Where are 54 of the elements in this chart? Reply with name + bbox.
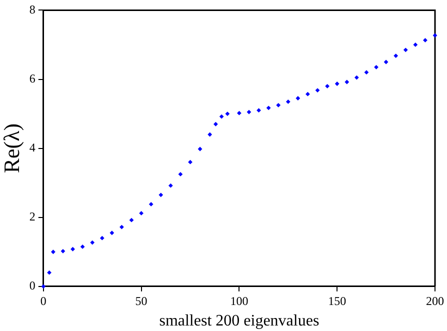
point [129,218,134,222]
point [50,250,56,254]
point [246,110,252,114]
y-tick-label: 0 [29,278,36,293]
point [110,230,114,236]
point [266,106,271,110]
y-tick-label: 4 [29,140,36,154]
point [47,270,52,275]
point [296,96,300,100]
point [315,88,320,92]
y-axis-title: Re(λ) [0,123,24,174]
point [334,82,340,86]
point [90,240,95,245]
point [394,54,398,58]
point [178,172,183,176]
point [168,183,173,188]
point [256,108,261,113]
point [276,102,281,108]
x-tick-label: 150 [328,294,346,308]
point [423,38,428,42]
point [41,284,46,289]
point [70,246,75,252]
point [354,75,359,80]
point [403,48,408,52]
point [208,132,212,137]
point [80,244,85,249]
point [188,160,192,164]
point [214,122,218,126]
point [306,92,310,96]
point [413,42,418,47]
x-tick-label: 100 [230,294,248,308]
y-tick-label: 6 [29,71,36,86]
point [374,64,378,70]
point [148,202,154,206]
point [325,84,330,88]
point [432,33,438,38]
x-tick-label: 200 [426,294,444,308]
point [100,236,104,240]
y-tick-label: 8 [29,2,36,16]
x-tick-label: 0 [40,294,46,308]
point [237,110,242,116]
point [225,112,230,116]
point [60,248,66,254]
x-tick-label: 50 [135,294,148,308]
point [384,60,388,64]
point [198,146,202,152]
point [344,80,350,84]
y-tick-label: 2 [29,210,36,224]
point [139,211,144,216]
x-axis-title: smallest 200 eigenvalues [159,312,320,330]
point [158,192,164,198]
point [219,114,224,119]
point [286,99,290,104]
point [364,70,369,75]
